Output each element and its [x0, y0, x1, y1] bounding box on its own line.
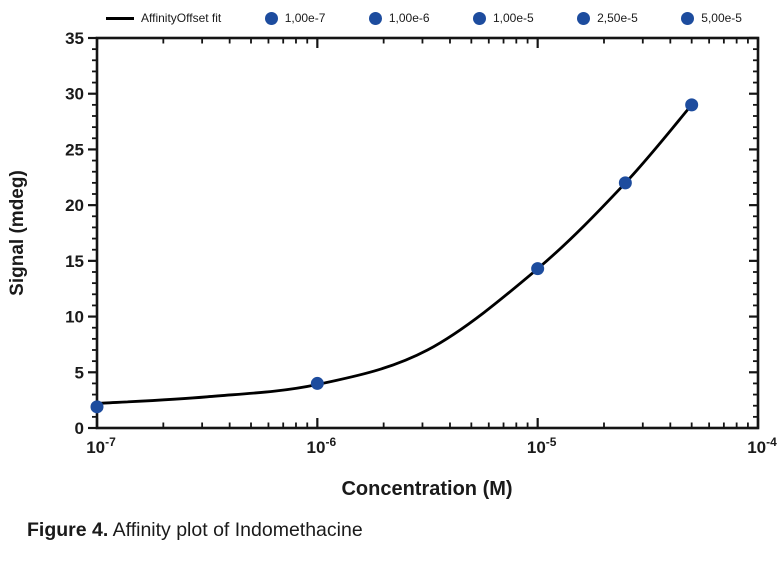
- point-swatch-icon: [472, 11, 486, 25]
- point-swatch-icon: [368, 11, 382, 25]
- data-point: [618, 176, 632, 190]
- legend-item-5e-5: 5,00e-5: [681, 11, 742, 25]
- legend-label-1e-6: 1,00e-6: [388, 11, 430, 25]
- svg-text:35: 35: [65, 29, 84, 48]
- svg-text:10-4: 10-4: [747, 435, 777, 457]
- svg-text:25: 25: [65, 140, 84, 159]
- legend-item-1e-5: 1,00e-5: [472, 11, 534, 25]
- legend-label-1e-7: 1,00e-7: [284, 11, 326, 25]
- chart-plot-area: 0 5 10 15 20 25 30 35 10-7 10-6 10-5 10-4: [65, 29, 777, 457]
- affinity-chart: 0 5 10 15 20 25 30 35 10-7 10-6 10-5 10-4 Signal (m…: [7, 29, 777, 500]
- x-axis-ticks: [95, 38, 760, 428]
- x-axis-title: Concentration (M): [341, 478, 512, 500]
- svg-text:10-5: 10-5: [527, 435, 557, 457]
- data-point: [685, 98, 699, 112]
- data-points: [90, 98, 699, 414]
- legend-label-1e-5: 1,00e-5: [492, 11, 534, 25]
- plot-border: [95, 36, 760, 430]
- point-swatch-icon: [577, 11, 591, 25]
- svg-text:30: 30: [65, 85, 84, 104]
- svg-text:5: 5: [75, 363, 84, 382]
- y-axis-ticks: [88, 36, 758, 430]
- legend-label-fit: AffinityOffset fit: [141, 11, 222, 25]
- svg-text:0: 0: [75, 419, 84, 438]
- data-point: [90, 400, 104, 414]
- legend-label-2-5e-5: 2,50e-5: [597, 11, 638, 25]
- y-axis-title: Signal (mdeg): [7, 170, 28, 296]
- svg-text:20: 20: [65, 196, 84, 215]
- legend-item-1e-7: 1,00e-7: [264, 11, 326, 25]
- x-axis-labels: 10-7 10-6 10-5 10-4: [86, 435, 777, 457]
- figure-caption-label: Figure 4.: [27, 519, 109, 541]
- data-point: [310, 376, 324, 390]
- fit-curve: [96, 103, 693, 405]
- point-swatch-icon: [681, 11, 695, 25]
- fit-line-swatch: [106, 16, 134, 20]
- data-point: [531, 262, 545, 276]
- svg-text:15: 15: [65, 252, 84, 271]
- svg-text:10: 10: [65, 308, 84, 327]
- legend-item-1e-6: 1,00e-6: [368, 11, 430, 25]
- legend-item-2-5e-5: 2,50e-5: [577, 11, 638, 25]
- y-axis-labels: 0 5 10 15 20 25 30 35: [65, 29, 84, 438]
- svg-text:10-6: 10-6: [307, 435, 337, 457]
- svg-text:10-7: 10-7: [86, 435, 116, 457]
- legend-item-fit: AffinityOffset fit: [106, 11, 221, 25]
- point-swatch-icon: [264, 11, 278, 25]
- legend-label-5e-5: 5,00e-5: [701, 11, 742, 25]
- chart-legend: AffinityOffset fit 1,00e-7 1,00e-6 1,00e…: [106, 8, 742, 28]
- figure-caption: Figure 4. Affinity plot of Indomethacine: [27, 519, 363, 542]
- figure-caption-text: Affinity plot of Indomethacine: [112, 519, 363, 541]
